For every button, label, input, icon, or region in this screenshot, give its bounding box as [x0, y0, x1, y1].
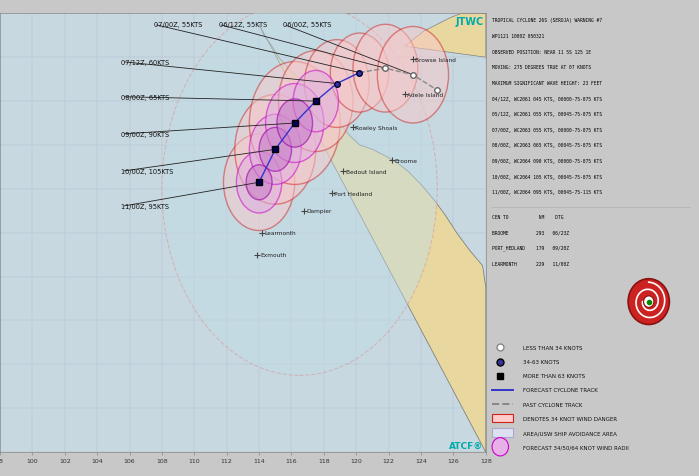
- Circle shape: [266, 84, 324, 163]
- Text: 34-63 KNOTS: 34-63 KNOTS: [523, 359, 559, 364]
- Text: MOVING: 275 DEGREES TRUE AT 07 KNOTS: MOVING: 275 DEGREES TRUE AT 07 KNOTS: [492, 65, 591, 70]
- Text: 10/00Z, 105KTS: 10/00Z, 105KTS: [122, 169, 174, 175]
- Circle shape: [353, 25, 418, 113]
- Text: FORECAST 34/50/64 KNOT WIND RADII: FORECAST 34/50/64 KNOT WIND RADII: [523, 444, 629, 449]
- Text: OBSERVED POSITION: NEAR 11 5S 125 1E: OBSERVED POSITION: NEAR 11 5S 125 1E: [492, 50, 591, 55]
- Text: ATCF®: ATCF®: [449, 441, 484, 450]
- Text: Learmonth: Learmonth: [265, 231, 296, 236]
- Text: Port Hedland: Port Hedland: [334, 191, 373, 196]
- Text: Broome: Broome: [394, 159, 417, 163]
- Text: WP1121 1000Z 050321: WP1121 1000Z 050321: [492, 34, 545, 39]
- Text: Rowley Shoals: Rowley Shoals: [356, 126, 398, 130]
- Circle shape: [377, 28, 449, 124]
- Bar: [492, 428, 512, 437]
- Text: Bedout Island: Bedout Island: [346, 169, 387, 174]
- Circle shape: [644, 296, 654, 307]
- Text: 05/12Z, WC2061 055 KTS, 00045-75-075 KTS: 05/12Z, WC2061 055 KTS, 00045-75-075 KTS: [492, 112, 602, 117]
- Text: AREA/USW SHIP AVOIDANCE AREA: AREA/USW SHIP AVOIDANCE AREA: [523, 430, 617, 435]
- Text: 06/12Z, 55KTS: 06/12Z, 55KTS: [219, 22, 267, 28]
- Circle shape: [259, 128, 291, 172]
- Text: Adele Island: Adele Island: [408, 93, 443, 98]
- Text: PORT_HEDLAND    179   09/20Z: PORT_HEDLAND 179 09/20Z: [492, 245, 569, 251]
- Circle shape: [250, 62, 340, 185]
- Circle shape: [331, 34, 389, 113]
- Text: Dampier: Dampier: [307, 209, 332, 214]
- Circle shape: [277, 99, 312, 148]
- Text: 07/00Z, WC2063 055 KTS, 00000-75-075 KTS: 07/00Z, WC2063 055 KTS, 00000-75-075 KTS: [492, 128, 602, 132]
- Circle shape: [236, 152, 282, 214]
- Circle shape: [293, 71, 338, 132]
- Text: 04/12Z, WC2061 045 KTS, 00000-75-075 KTS: 04/12Z, WC2061 045 KTS, 00000-75-075 KTS: [492, 96, 602, 101]
- Text: 06/00Z, 55KTS: 06/00Z, 55KTS: [283, 22, 332, 28]
- Text: MAXIMUM SIGNIFICANT WAVE HEIGHT: 23 FEET: MAXIMUM SIGNIFICANT WAVE HEIGHT: 23 FEET: [492, 81, 602, 86]
- Text: DENOTES 34 KNOT WIND DANGER: DENOTES 34 KNOT WIND DANGER: [523, 416, 617, 421]
- Circle shape: [628, 279, 670, 325]
- Circle shape: [246, 165, 272, 200]
- Text: PAST CYCLONE TRACK: PAST CYCLONE TRACK: [523, 402, 582, 407]
- Text: CEN TO           NM    DTG: CEN TO NM DTG: [492, 214, 563, 219]
- Text: Browse Island: Browse Island: [415, 58, 456, 63]
- Text: 07/00Z, 55KTS: 07/00Z, 55KTS: [154, 22, 202, 28]
- Polygon shape: [405, 14, 486, 58]
- Circle shape: [305, 40, 369, 128]
- Circle shape: [492, 438, 509, 456]
- Text: LEARMONTH       229   11/00Z: LEARMONTH 229 11/00Z: [492, 261, 569, 266]
- Text: LESS THAN 34 KNOTS: LESS THAN 34 KNOTS: [523, 345, 582, 350]
- Text: 10/00Z, WC2064 105 KTS, 00045-75-075 KTS: 10/00Z, WC2064 105 KTS, 00045-75-075 KTS: [492, 174, 602, 179]
- Text: Exmouth: Exmouth: [260, 253, 286, 258]
- Circle shape: [250, 115, 301, 185]
- Text: 09/00Z, 90KTS: 09/00Z, 90KTS: [122, 132, 170, 138]
- Text: JTWC: JTWC: [455, 17, 484, 27]
- Circle shape: [278, 51, 353, 152]
- Bar: [492, 415, 512, 423]
- Text: 07/12Z, 60KTS: 07/12Z, 60KTS: [122, 60, 170, 65]
- Text: FORECAST CYCLONE TRACK: FORECAST CYCLONE TRACK: [523, 387, 598, 393]
- Text: MORE THAN 63 KNOTS: MORE THAN 63 KNOTS: [523, 374, 585, 378]
- Text: 11/00Z, WC2064 095 KTS, 00045-75-115 KTS: 11/00Z, WC2064 095 KTS, 00045-75-115 KTS: [492, 190, 602, 195]
- Text: 08/00Z, 65KTS: 08/00Z, 65KTS: [122, 95, 170, 100]
- Text: TROPICAL CYCLONE 26S (SEROJA) WARNING #7: TROPICAL CYCLONE 26S (SEROJA) WARNING #7: [492, 19, 602, 23]
- Polygon shape: [259, 25, 486, 452]
- Text: 11/00Z, 95KTS: 11/00Z, 95KTS: [122, 204, 169, 210]
- Text: 08/00Z, WC2063 065 KTS, 00045-75-075 KTS: 08/00Z, WC2063 065 KTS, 00045-75-075 KTS: [492, 143, 602, 148]
- Circle shape: [235, 95, 316, 205]
- Text: BROOME          293   06/23Z: BROOME 293 06/23Z: [492, 230, 569, 235]
- Text: 09/00Z, WC2064 090 KTS, 00000-75-075 KTS: 09/00Z, WC2064 090 KTS, 00000-75-075 KTS: [492, 159, 602, 164]
- Circle shape: [162, 3, 437, 376]
- Circle shape: [224, 135, 295, 231]
